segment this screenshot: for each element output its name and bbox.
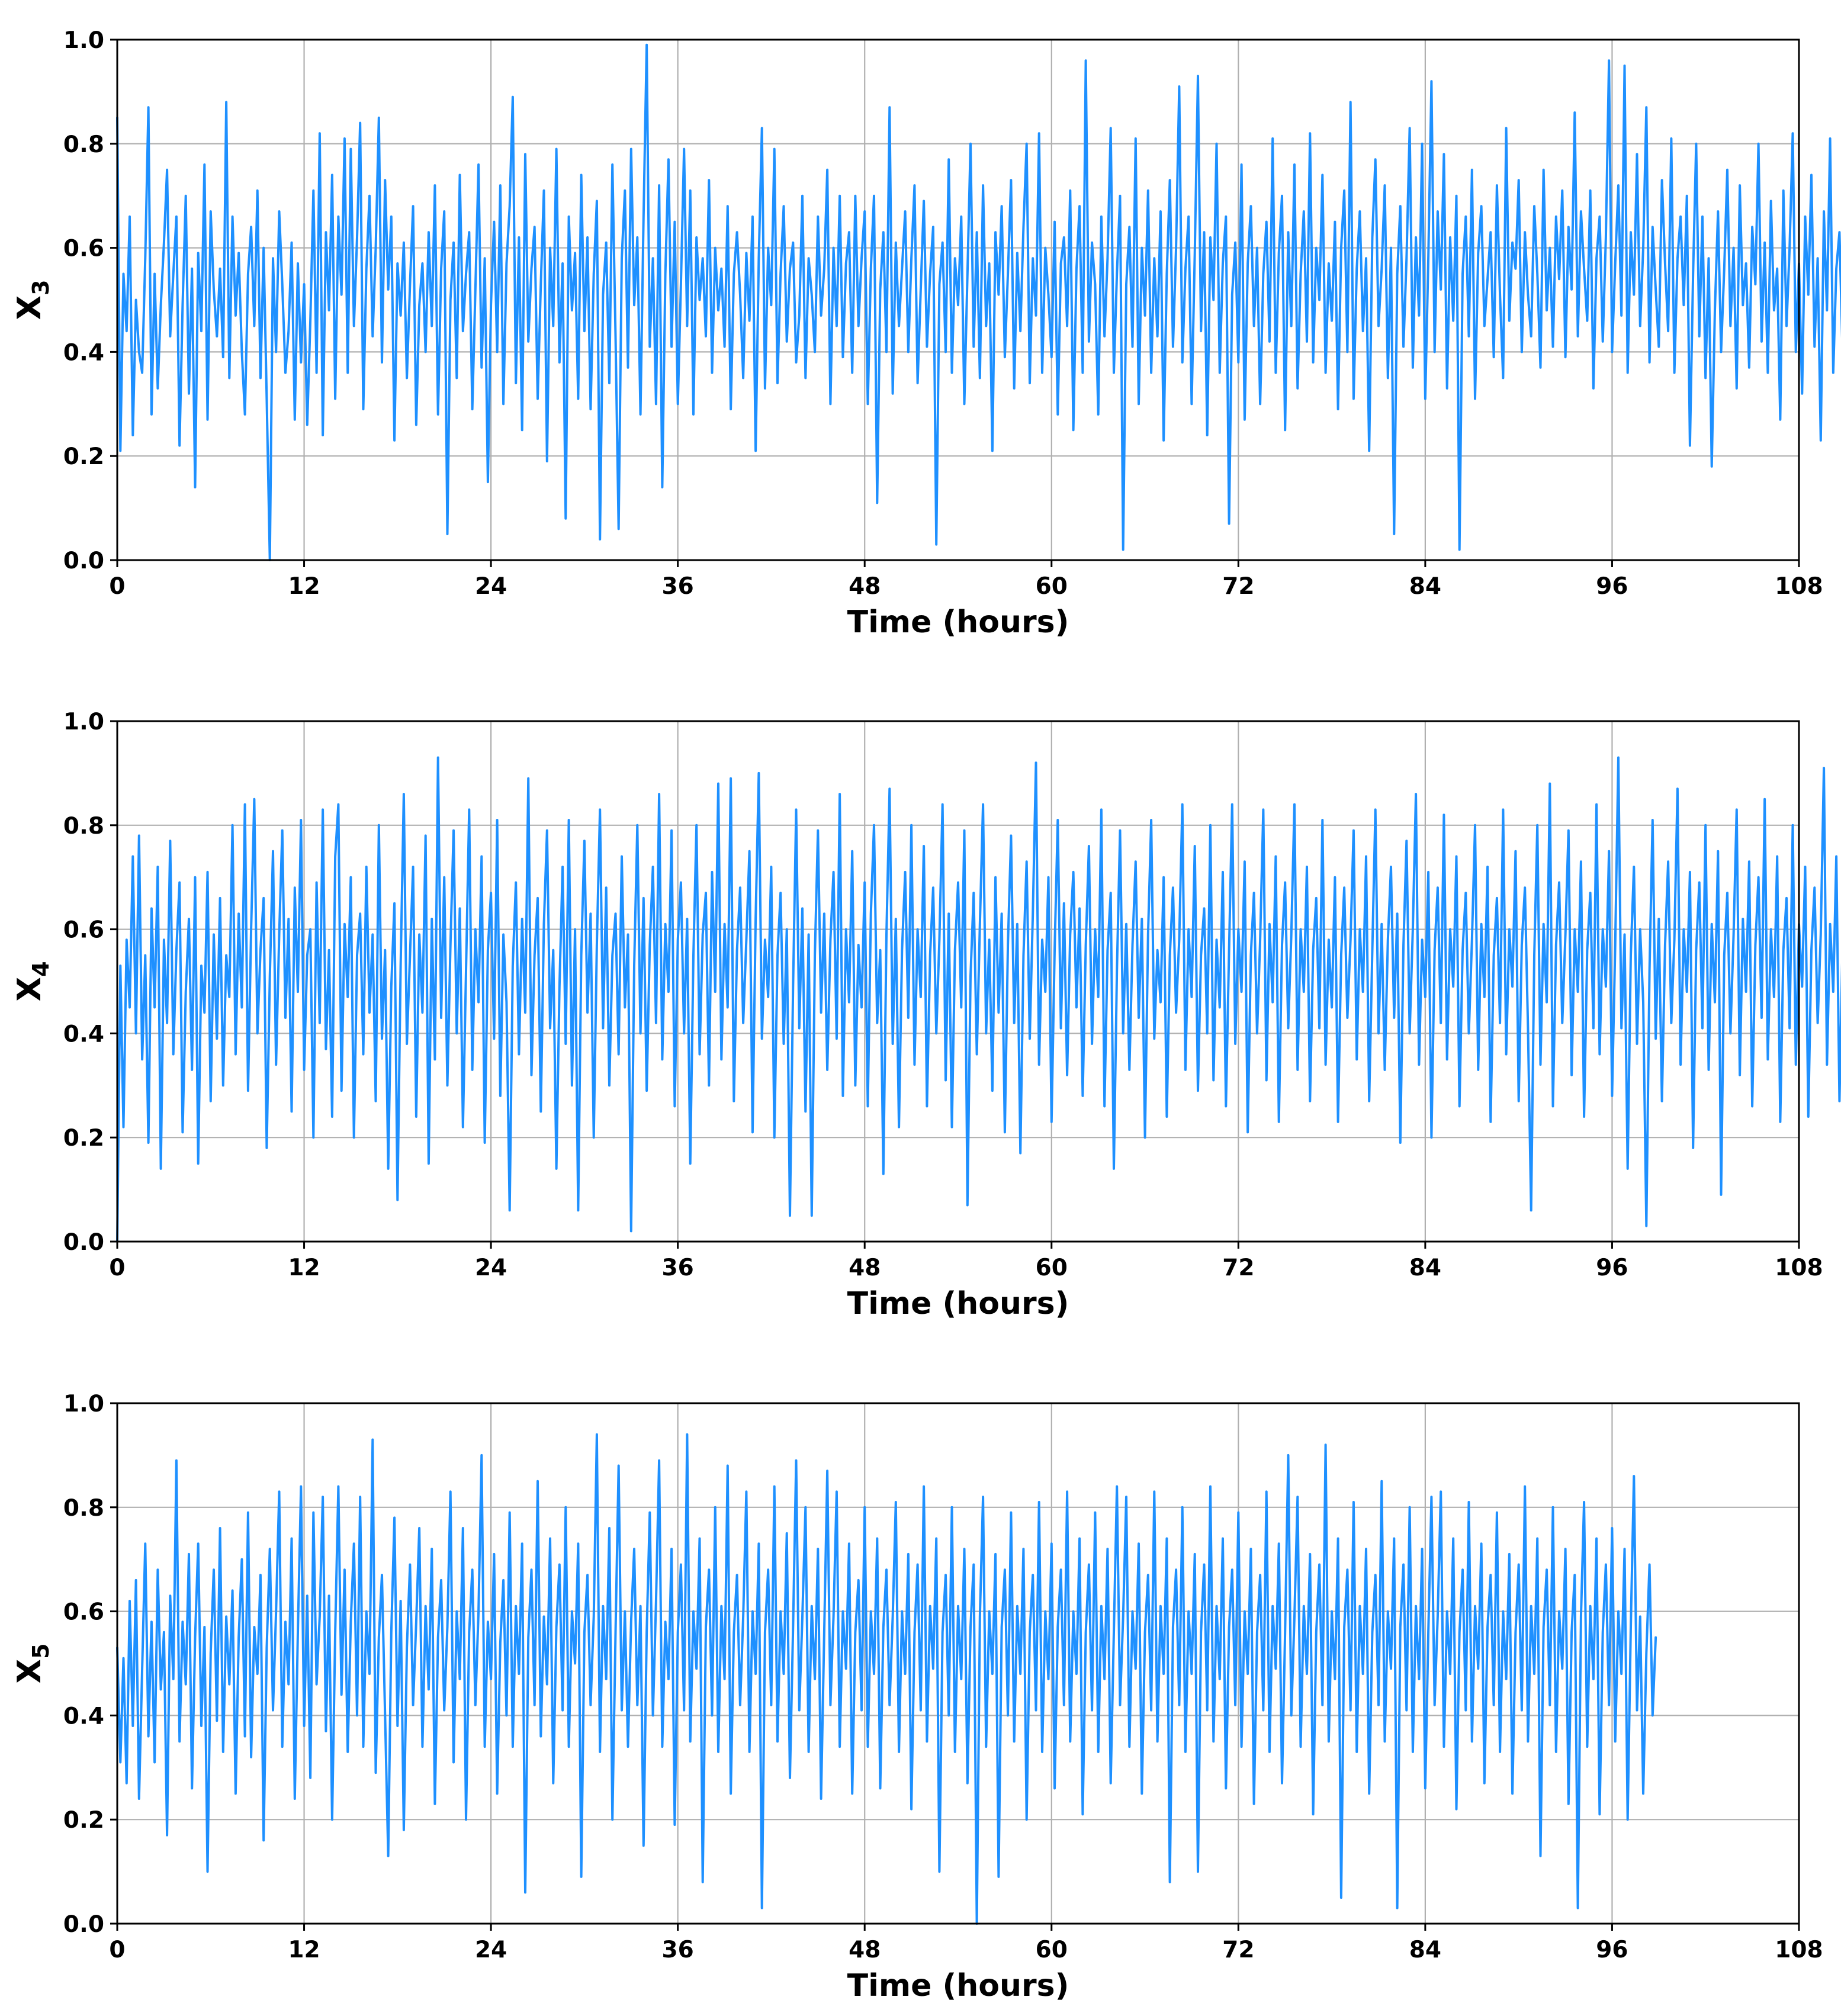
y-tick-label: 0.4: [63, 1703, 104, 1729]
y-tick-label: 0.6: [63, 917, 104, 944]
y-axis-title-subscript: 5: [28, 1643, 54, 1658]
plot-frame: [116, 1402, 1800, 1925]
y-axis-title-base: X: [11, 1659, 48, 1684]
x-tick-label: 36: [662, 1255, 694, 1281]
y-tick-label: 0.0: [63, 1229, 104, 1256]
x-tick-label: 60: [1036, 1255, 1068, 1281]
y-tick-label: 0.8: [63, 813, 104, 840]
plot-frame: [116, 720, 1800, 1243]
x-axis-title: Time (hours): [847, 1286, 1069, 1322]
x-tick-label: 84: [1409, 1255, 1441, 1281]
y-axis-title-base: X: [11, 295, 48, 320]
y-tick-label: 1.0: [63, 1391, 104, 1417]
x-tick-label: 96: [1596, 1255, 1628, 1281]
y-axis-title: X4: [11, 961, 54, 1001]
x-tick-label: 12: [288, 1937, 320, 1963]
x-tick-label: 36: [662, 1937, 694, 1963]
x-tick-label: 72: [1222, 1937, 1254, 1963]
series-line-3-0: [116, 1433, 1657, 1925]
y-tick-label: 0.4: [63, 339, 104, 366]
x-tick-label: 84: [1409, 1937, 1441, 1963]
x-tick-label: 96: [1596, 1937, 1628, 1963]
y-axis-title-subscript: 4: [28, 961, 54, 976]
y-tick-label: 0.8: [63, 131, 104, 158]
x-tick-label: 12: [288, 573, 320, 600]
x-tick-label: 0: [109, 573, 125, 600]
y-axis-title-subscript: 3: [28, 279, 54, 295]
x-tick-label: 12: [288, 1255, 320, 1281]
x-tick-label: 48: [849, 1255, 881, 1281]
x-tick-label: 108: [1775, 573, 1823, 600]
x-tick-label: 36: [662, 573, 694, 600]
series-line-1-0: [116, 43, 1841, 561]
y-tick-label: 1.0: [63, 27, 104, 54]
y-tick-label: 0.2: [63, 443, 104, 470]
x-tick-label: 24: [475, 573, 507, 600]
y-axis-title: X3: [11, 279, 54, 320]
y-tick-label: 0.0: [63, 548, 104, 574]
x-tick-label: 0: [109, 1937, 125, 1963]
series-line-2-0: [116, 756, 1841, 1243]
x-tick-label: 84: [1409, 573, 1441, 600]
x-axis-title: Time (hours): [847, 605, 1069, 640]
y-axis-title-base: X: [11, 977, 48, 1002]
y-tick-label: 0.2: [63, 1125, 104, 1152]
x-tick-label: 60: [1036, 573, 1068, 600]
chart-panel-3: 0 12 24 36 48 60 72 84 96 108 0.0 0.2 0.4 0.6 0.8 1.0 Ti…: [11, 1391, 1823, 2004]
y-tick-label: 0.8: [63, 1495, 104, 1522]
y-tick-label: 0.4: [63, 1021, 104, 1047]
y-tick-label: 0.2: [63, 1807, 104, 1834]
x-axis-title: Time (hours): [847, 1968, 1069, 2004]
chart-panel-1: 0 12 24 36 48 60 72 84 96 108 0.0 0.2 0.4 0.6 0.8 1.0 Ti…: [11, 27, 1841, 640]
x-tick-label: 24: [475, 1255, 507, 1281]
x-tick-label: 96: [1596, 573, 1628, 600]
x-tick-label: 108: [1775, 1255, 1823, 1281]
y-tick-label: 0.6: [63, 1599, 104, 1626]
x-tick-label: 60: [1036, 1937, 1068, 1963]
plot-frame: [116, 38, 1800, 561]
x-tick-label: 48: [849, 573, 881, 600]
x-tick-label: 108: [1775, 1937, 1823, 1963]
chart-panel-2: 0 12 24 36 48 60 72 84 96 108 0.0 0.2 0.4 0.6 0.8 1.0 Ti…: [11, 709, 1841, 1322]
x-tick-label: 24: [475, 1937, 507, 1963]
x-tick-label: 48: [849, 1937, 881, 1963]
y-tick-label: 0.6: [63, 236, 104, 262]
y-axis-title: X5: [11, 1643, 54, 1683]
y-tick-label: 0.0: [63, 1911, 104, 1938]
x-tick-label: 72: [1222, 573, 1254, 600]
x-tick-label: 72: [1222, 1255, 1254, 1281]
x-tick-label: 0: [109, 1255, 125, 1281]
y-tick-label: 1.0: [63, 709, 104, 735]
